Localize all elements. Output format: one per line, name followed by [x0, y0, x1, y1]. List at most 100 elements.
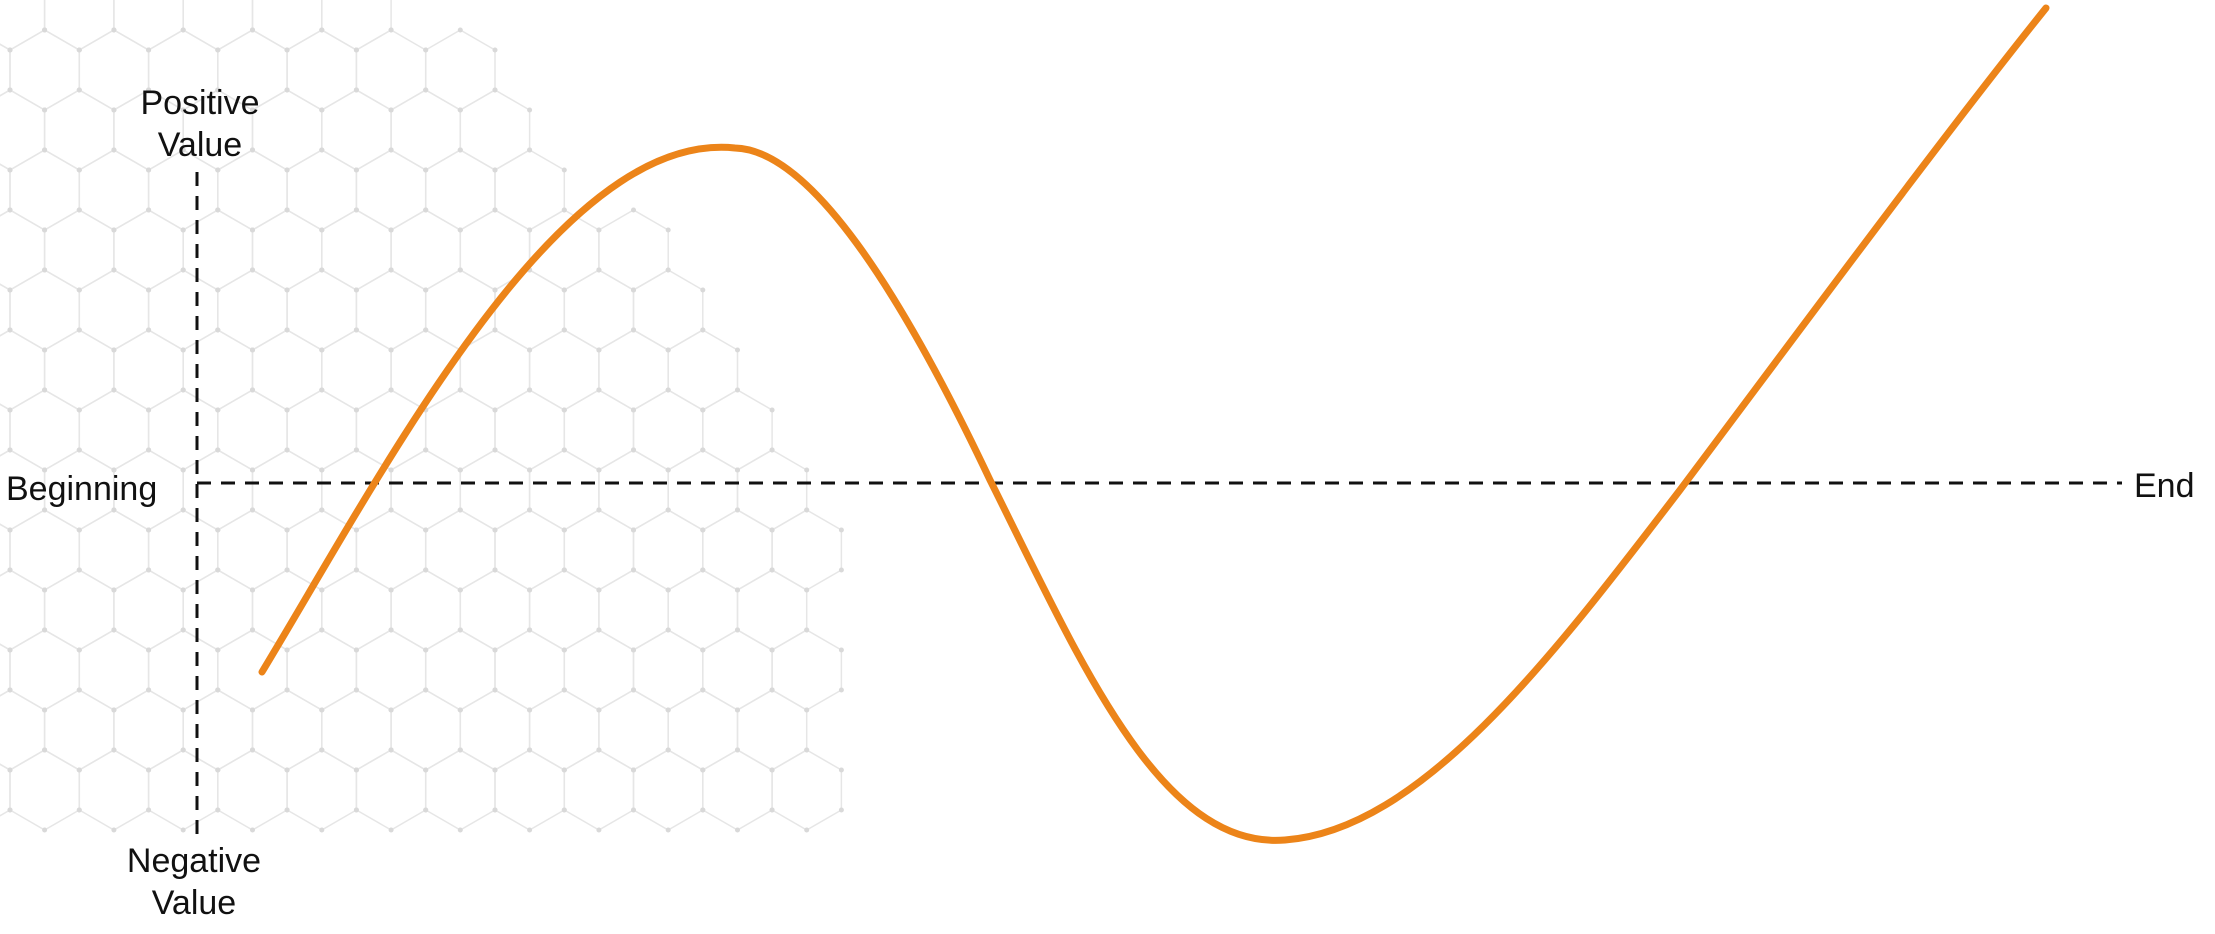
hexagon-node — [631, 807, 636, 813]
hexagon-cell — [494, 749, 566, 831]
hexagon-cell — [251, 689, 323, 771]
hexagon-node — [457, 107, 463, 113]
hexagon-node — [180, 707, 186, 713]
hexagon-cell — [43, 0, 115, 51]
hexagon-node — [319, 387, 325, 393]
hexagon-node — [180, 147, 186, 153]
hexagon-cell — [736, 689, 808, 771]
hexagon-cell — [321, 209, 392, 291]
hexagon-node — [284, 327, 290, 333]
hexagon-node — [7, 527, 13, 533]
hexagon-node — [146, 407, 152, 413]
hexagon-node — [146, 807, 152, 813]
hexagon-node — [457, 267, 463, 273]
hexagon-node — [561, 167, 567, 173]
hexagon-cell — [632, 749, 704, 831]
hexagon-node — [838, 807, 844, 813]
hexagon-cell — [321, 689, 392, 771]
hexagon-cell — [43, 329, 115, 411]
hexagon-node — [284, 687, 290, 693]
hexagon-cell — [632, 389, 704, 471]
hexagon-cell — [528, 449, 600, 531]
hexagon-node — [146, 207, 152, 213]
hexagon-cell — [9, 29, 81, 111]
hexagon-cell — [563, 749, 635, 831]
hexagon-node — [42, 707, 48, 713]
hexagon-node — [250, 587, 255, 593]
hexagon-cell — [217, 509, 288, 591]
hexagon-node — [146, 87, 152, 93]
hexagon-cell — [78, 269, 150, 351]
hexagon-node — [492, 47, 498, 53]
hexagon-cell — [355, 629, 427, 711]
hexagon-node — [423, 287, 429, 293]
hexagon-node — [561, 767, 567, 773]
hexagon-node — [319, 147, 325, 153]
hexagon-node — [561, 447, 567, 453]
hexagon-cell — [494, 269, 566, 351]
hexagon-node — [250, 347, 255, 353]
hexagon-cell — [251, 329, 323, 411]
hexagon-node — [284, 407, 290, 413]
hexagon-node — [457, 747, 463, 753]
hexagon-node — [388, 627, 394, 633]
hexagon-node — [735, 387, 740, 393]
hexagon-node — [700, 527, 706, 533]
hexagon-node — [457, 467, 463, 473]
hexagon-node — [42, 747, 48, 753]
hexagon-cell — [78, 389, 150, 471]
hexagon-node — [388, 387, 394, 393]
hexagon-cell — [390, 209, 462, 291]
hexagon-cell — [182, 569, 254, 651]
hexagon-node — [111, 467, 117, 473]
hexagon-node — [42, 507, 48, 513]
hexagon-node — [76, 207, 82, 213]
hexagon-node — [353, 47, 359, 53]
hexagon-node — [76, 687, 82, 693]
hexagon-node — [284, 287, 290, 293]
hexagon-node — [111, 587, 117, 593]
hexagon-node — [111, 627, 117, 633]
hexagon-node — [7, 47, 13, 53]
hexagon-cell — [598, 689, 669, 771]
hexagon-node — [665, 467, 671, 473]
hexagon-cell — [355, 269, 427, 351]
hexagon-node — [42, 387, 48, 393]
hexagon-cell — [321, 0, 392, 51]
hexagon-node — [215, 767, 221, 773]
hexagon-cell — [424, 269, 496, 351]
hexagon-node — [42, 587, 48, 593]
hexagon-node — [215, 647, 221, 653]
hexagon-cell — [43, 209, 115, 291]
hexagon-node — [700, 407, 706, 413]
hexagon-node — [215, 207, 221, 213]
hexagon-node — [665, 387, 671, 393]
hexagon-node — [7, 87, 13, 93]
hexagon-cell — [286, 389, 358, 471]
hexagon-node — [146, 167, 152, 173]
hexagon-cell — [0, 209, 46, 291]
hexagon-node — [735, 707, 740, 713]
hexagon-node — [388, 747, 394, 753]
hexagon-node — [284, 527, 290, 533]
hexagon-node — [388, 467, 394, 473]
hexagon-cell — [0, 643, 11, 697]
hexagon-node — [76, 647, 82, 653]
hexagon-node — [250, 387, 255, 393]
hexagon-cell — [251, 449, 323, 531]
negative-value-label: Negative Value — [114, 840, 274, 924]
hexagon-cell — [702, 629, 773, 711]
hexagon-node — [631, 687, 636, 693]
hexagon-node — [492, 687, 498, 693]
hexagon-node — [353, 567, 359, 573]
hexagon-node — [319, 467, 325, 473]
hexagon-node — [180, 27, 186, 33]
hexagon-node — [665, 227, 671, 233]
hexagon-node — [7, 687, 13, 693]
hexagon-cell — [598, 569, 669, 651]
hexagon-node — [353, 447, 359, 453]
hexagon-node — [492, 807, 498, 813]
hexagon-node — [42, 107, 48, 113]
